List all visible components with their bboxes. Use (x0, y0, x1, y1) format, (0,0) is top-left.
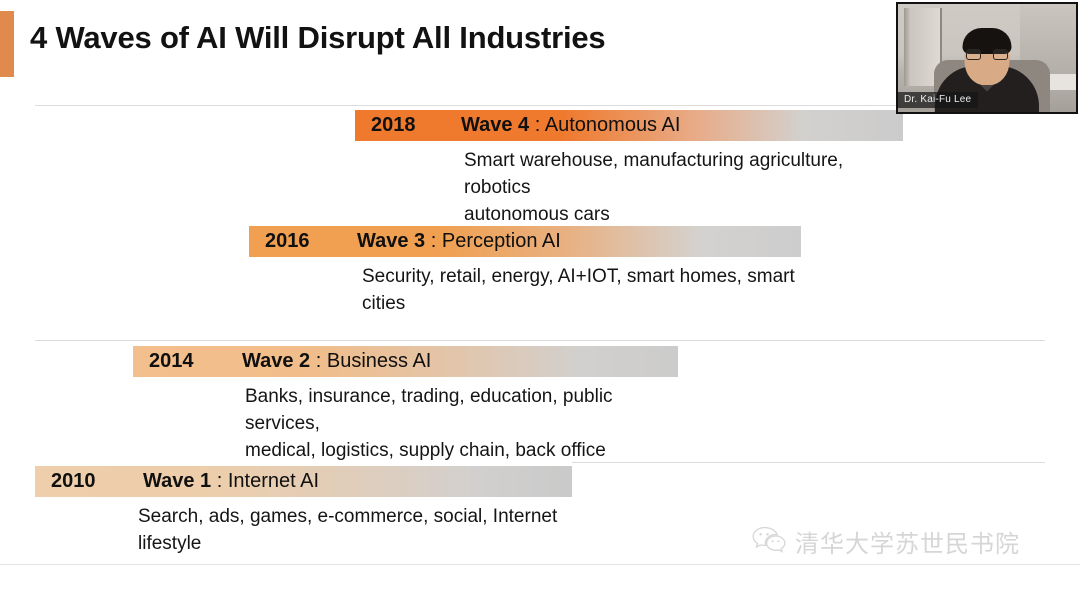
wave-3-bar: 2016 Wave 3 : Perception AI (249, 226, 801, 257)
wave-3-year: 2016 (265, 230, 310, 252)
separator-rule-middle (35, 340, 1045, 341)
wave-2-topic: Business AI (326, 350, 432, 372)
wave-2-name: Wave 2 (242, 350, 311, 372)
wave-2-label: Wave 2 : Business AI (242, 350, 431, 373)
wave-4-name: Wave 4 (461, 114, 530, 136)
wave-1-bar: 2010 Wave 1 : Internet AI (35, 466, 572, 497)
title-accent-bar (0, 11, 14, 77)
wave-4-description: Smart warehouse, manufacturing agricultu… (464, 150, 844, 225)
wave-4-topic: Autonomous AI (544, 114, 681, 136)
wechat-icon (752, 526, 786, 558)
video-participant-name: Dr. Kai-Fu Lee (898, 92, 979, 108)
watermark: 清华大学苏世民书院 (752, 524, 1020, 559)
wave-1-label: Wave 1 : Internet AI (143, 470, 319, 493)
wave-row-4: 2018 Wave 4 : Autonomous AI Smart wareho… (355, 110, 903, 229)
separator-rule-top (35, 105, 1045, 106)
video-thumbnail[interactable]: Dr. Kai-Fu Lee (896, 2, 1078, 114)
wave-4-year: 2018 (371, 114, 416, 136)
wave-4-separator: : (529, 114, 545, 136)
wave-1-separator: : (211, 470, 228, 492)
wave-4-label: Wave 4 : Autonomous AI (461, 114, 680, 137)
wave-4-bar: 2018 Wave 4 : Autonomous AI (355, 110, 903, 141)
separator-rule-bottom (572, 462, 1045, 463)
wave-2-separator: : (310, 350, 327, 372)
wave-1-name: Wave 1 (143, 470, 212, 492)
wave-3-label: Wave 3 : Perception AI (357, 230, 561, 253)
page-title: 4 Waves of AI Will Disrupt All Industrie… (30, 20, 606, 55)
wave-2-bar: 2014 Wave 2 : Business AI (133, 346, 678, 377)
wave-1-topic: Internet AI (227, 470, 320, 492)
slide-bottom-border (0, 564, 1080, 565)
wave-3-description: Security, retail, energy, AI+IOT, smart … (362, 266, 795, 314)
wave-3-separator: : (425, 230, 442, 252)
wave-1-year: 2010 (51, 470, 96, 492)
wave-row-1: 2010 Wave 1 : Internet AI Search, ads, g… (35, 466, 572, 558)
wave-1-description: Search, ads, games, e-commerce, social, … (138, 506, 558, 554)
wave-row-2: 2014 Wave 2 : Business AI Banks, insuran… (133, 346, 678, 465)
watermark-text: 清华大学苏世民书院 (795, 531, 1020, 558)
wave-3-topic: Perception AI (441, 230, 561, 252)
wave-2-description: Banks, insurance, trading, education, pu… (245, 386, 613, 461)
glasses-icon (966, 49, 1008, 60)
wave-2-year: 2014 (149, 350, 194, 372)
wave-row-3: 2016 Wave 3 : Perception AI Security, re… (249, 226, 801, 318)
wave-3-name: Wave 3 (357, 230, 426, 252)
